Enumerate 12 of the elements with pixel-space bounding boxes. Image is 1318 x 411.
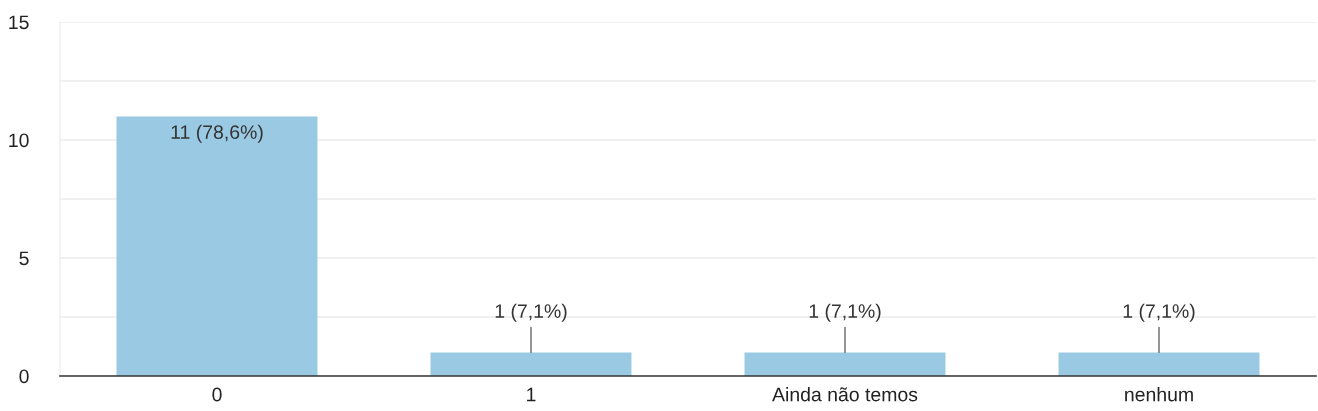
x-tick-label: nenhum xyxy=(1125,387,1193,402)
y-tick-label: 0 xyxy=(19,369,29,384)
y-tick-label: 15 xyxy=(9,15,29,30)
data-label: 1 (7,1%) xyxy=(809,303,881,322)
data-label: 1 (7,1%) xyxy=(495,303,567,322)
y-tick-label: 5 xyxy=(19,251,29,266)
x-tick-label: 0 xyxy=(212,387,222,402)
y-tick-label: 10 xyxy=(9,133,29,148)
x-tick-label: 1 xyxy=(527,387,536,402)
data-label: 11 (78,6%) xyxy=(171,124,263,143)
data-label: 1 (7,1%) xyxy=(1123,303,1195,322)
x-tick-label: Ainda não temos xyxy=(772,387,918,402)
